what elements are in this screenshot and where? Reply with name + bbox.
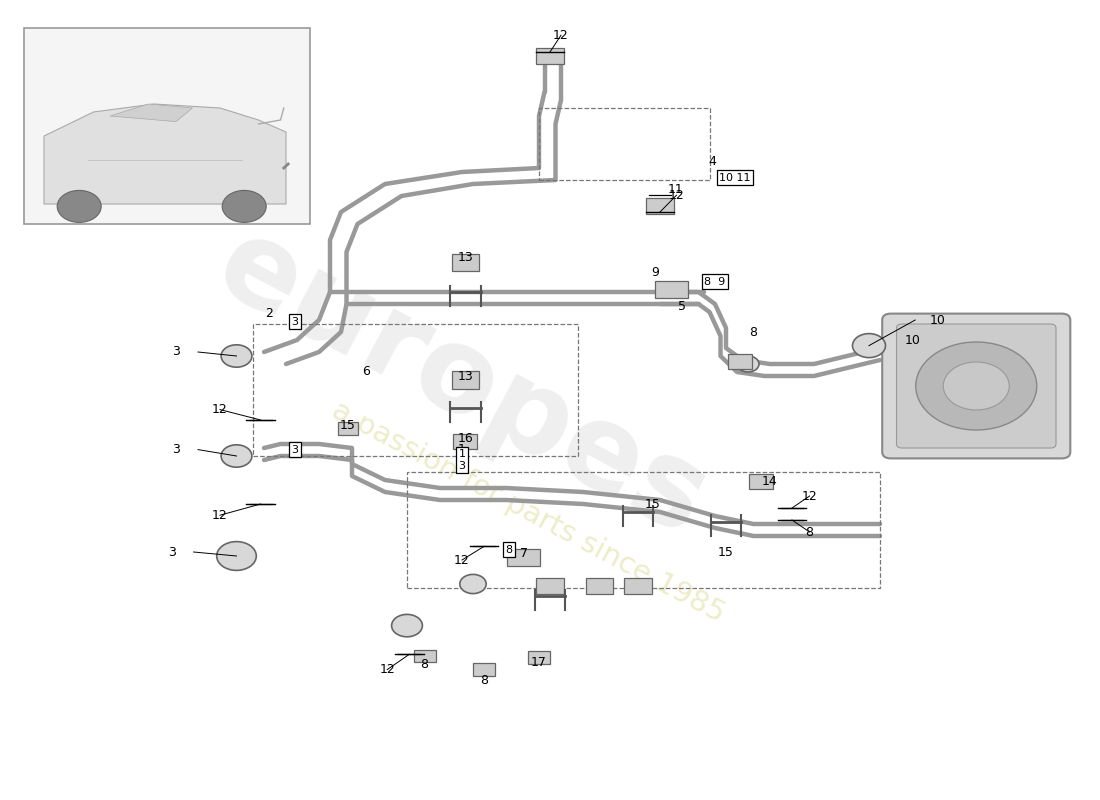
- FancyBboxPatch shape: [654, 281, 688, 298]
- Text: 10: 10: [930, 314, 945, 326]
- Text: 8: 8: [506, 545, 513, 554]
- Text: 3: 3: [167, 546, 176, 558]
- Text: 12: 12: [212, 403, 228, 416]
- FancyBboxPatch shape: [586, 578, 614, 594]
- Circle shape: [392, 614, 422, 637]
- FancyBboxPatch shape: [647, 198, 673, 214]
- Text: 13: 13: [458, 251, 473, 264]
- FancyBboxPatch shape: [451, 254, 480, 271]
- Text: 3: 3: [292, 317, 298, 326]
- Circle shape: [460, 574, 486, 594]
- FancyBboxPatch shape: [338, 422, 358, 435]
- Circle shape: [221, 345, 252, 367]
- Circle shape: [737, 356, 759, 372]
- FancyBboxPatch shape: [896, 324, 1056, 448]
- Text: 12: 12: [553, 29, 569, 42]
- Circle shape: [217, 542, 256, 570]
- FancyBboxPatch shape: [625, 578, 651, 594]
- Text: 11: 11: [668, 183, 683, 196]
- Text: 15: 15: [645, 498, 660, 510]
- Text: 12: 12: [669, 189, 684, 202]
- FancyBboxPatch shape: [451, 371, 480, 389]
- Text: 1
3: 1 3: [459, 450, 465, 470]
- Circle shape: [221, 445, 252, 467]
- Text: 12: 12: [454, 554, 470, 566]
- Text: 13: 13: [458, 370, 473, 382]
- Text: 12: 12: [802, 490, 817, 502]
- Text: 8: 8: [420, 658, 429, 670]
- Polygon shape: [44, 104, 286, 204]
- FancyBboxPatch shape: [537, 48, 563, 64]
- FancyBboxPatch shape: [24, 28, 310, 224]
- Text: 4: 4: [708, 155, 717, 168]
- FancyBboxPatch shape: [507, 549, 540, 566]
- Text: 6: 6: [362, 365, 371, 378]
- Text: 17: 17: [531, 656, 547, 669]
- Text: 15: 15: [718, 546, 734, 558]
- Text: 9: 9: [651, 266, 660, 278]
- Text: 5: 5: [678, 300, 686, 313]
- Text: 16: 16: [458, 432, 473, 445]
- Text: 12: 12: [379, 663, 395, 676]
- Text: 8: 8: [480, 674, 488, 686]
- Text: 1: 1: [458, 443, 466, 456]
- Text: 8: 8: [805, 526, 814, 538]
- Circle shape: [916, 342, 1036, 430]
- Text: 3: 3: [292, 445, 298, 454]
- Text: a passion for parts since 1985: a passion for parts since 1985: [327, 396, 729, 628]
- FancyBboxPatch shape: [528, 651, 550, 664]
- FancyBboxPatch shape: [453, 434, 477, 449]
- Text: 10: 10: [905, 334, 921, 346]
- FancyBboxPatch shape: [414, 650, 436, 662]
- Circle shape: [852, 334, 886, 358]
- Circle shape: [944, 362, 1010, 410]
- Circle shape: [222, 190, 266, 222]
- Polygon shape: [110, 104, 192, 122]
- Text: 10 11: 10 11: [719, 173, 750, 182]
- Text: europes: europes: [197, 207, 727, 561]
- Circle shape: [57, 190, 101, 222]
- FancyBboxPatch shape: [473, 663, 495, 676]
- FancyBboxPatch shape: [749, 474, 773, 489]
- Text: 3: 3: [172, 346, 180, 358]
- Text: 14: 14: [762, 475, 778, 488]
- FancyBboxPatch shape: [537, 578, 563, 594]
- Text: 2: 2: [265, 307, 274, 320]
- Text: 3: 3: [172, 443, 180, 456]
- FancyBboxPatch shape: [882, 314, 1070, 458]
- Text: 7: 7: [519, 547, 528, 560]
- Text: 12: 12: [212, 509, 228, 522]
- Text: 8  9: 8 9: [704, 277, 726, 286]
- Text: 8: 8: [749, 326, 758, 338]
- FancyBboxPatch shape: [728, 354, 752, 369]
- Text: 15: 15: [340, 419, 355, 432]
